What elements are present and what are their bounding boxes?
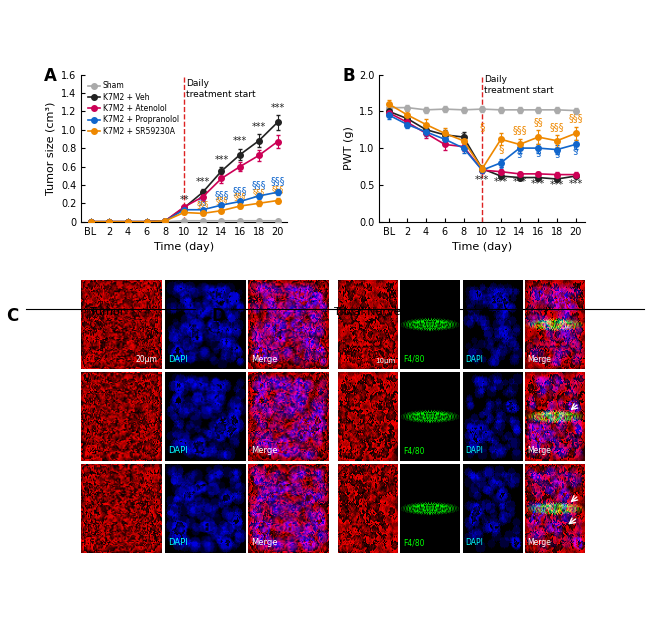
Text: ***: *** xyxy=(252,122,266,132)
Text: ***: *** xyxy=(531,179,545,189)
Text: §§§: §§§ xyxy=(196,201,209,209)
Text: β1: β1 xyxy=(341,355,352,363)
Text: §: § xyxy=(517,148,523,158)
Text: §§: §§ xyxy=(534,117,543,127)
Text: ***: *** xyxy=(196,177,210,187)
Text: Tumor: Tumor xyxy=(90,307,124,317)
Text: β3: β3 xyxy=(84,537,97,547)
Text: DAPI: DAPI xyxy=(168,446,188,455)
Text: ***: *** xyxy=(550,180,564,190)
Text: §§§: §§§ xyxy=(271,185,283,194)
Text: §§§: §§§ xyxy=(270,176,285,186)
Legend: Sham, K7M2 + Veh, K7M2 + Atenolol, K7M2 + Propranolol, K7M2 + SR59230A: Sham, K7M2 + Veh, K7M2 + Atenolol, K7M2 … xyxy=(85,78,182,138)
Text: §§§: §§§ xyxy=(512,125,527,135)
Text: β2: β2 xyxy=(341,446,352,455)
Text: F4/80: F4/80 xyxy=(403,538,424,547)
Text: B: B xyxy=(343,67,355,85)
Text: β2: β2 xyxy=(84,445,97,455)
Text: Tibial Nerve: Tibial Nerve xyxy=(334,307,400,317)
Text: ***: *** xyxy=(569,179,583,189)
Text: ***: *** xyxy=(233,136,247,147)
Text: F4/80: F4/80 xyxy=(403,446,424,455)
Text: Daily
treatment start: Daily treatment start xyxy=(484,75,554,94)
Text: §: § xyxy=(554,148,560,158)
Y-axis label: PWT (g): PWT (g) xyxy=(344,126,354,170)
Text: §§§: §§§ xyxy=(252,181,266,191)
Text: §§§: §§§ xyxy=(550,122,564,132)
Text: §: § xyxy=(498,159,504,169)
Text: F4/80: F4/80 xyxy=(403,355,424,363)
Text: §§§: §§§ xyxy=(568,113,583,123)
Text: 10μm: 10μm xyxy=(375,358,395,363)
X-axis label: Time (day): Time (day) xyxy=(154,242,214,252)
Text: §: § xyxy=(536,147,541,157)
Text: §§§: §§§ xyxy=(233,186,248,196)
Text: §§§: §§§ xyxy=(215,197,227,206)
Text: §§§: §§§ xyxy=(214,191,229,201)
X-axis label: Time (day): Time (day) xyxy=(452,242,512,252)
Text: Merge: Merge xyxy=(251,446,278,455)
Text: ***: *** xyxy=(512,177,527,187)
Text: A: A xyxy=(44,67,57,85)
Text: ***: *** xyxy=(475,175,489,185)
Text: Merge: Merge xyxy=(527,355,551,363)
Text: ***: *** xyxy=(494,177,508,187)
Text: ***: *** xyxy=(214,155,229,165)
Text: §§§: §§§ xyxy=(253,188,265,197)
Text: Merge: Merge xyxy=(251,538,278,547)
Text: §: § xyxy=(573,145,578,155)
Text: §§§: §§§ xyxy=(234,192,246,201)
Y-axis label: Tumor size (cm³): Tumor size (cm³) xyxy=(46,101,55,195)
Text: DAPI: DAPI xyxy=(168,355,188,363)
Text: 20μm: 20μm xyxy=(136,355,157,363)
Text: Merge: Merge xyxy=(527,446,551,455)
Text: §: § xyxy=(498,144,504,154)
Text: ***: *** xyxy=(270,103,285,113)
Text: Merge: Merge xyxy=(527,538,551,547)
Text: D: D xyxy=(211,307,225,325)
Text: DAPI: DAPI xyxy=(465,355,483,363)
Text: §: § xyxy=(480,122,485,132)
Text: β1: β1 xyxy=(84,353,97,363)
Text: **: ** xyxy=(179,195,188,205)
Text: DAPI: DAPI xyxy=(465,538,483,547)
Text: Merge: Merge xyxy=(251,355,278,363)
Text: β3: β3 xyxy=(341,538,352,547)
Text: *: * xyxy=(461,132,466,142)
Text: Daily
treatment start: Daily treatment start xyxy=(186,79,255,99)
Text: DAPI: DAPI xyxy=(168,538,188,547)
Text: C: C xyxy=(6,307,19,325)
Text: §§: §§ xyxy=(198,196,207,206)
Text: DAPI: DAPI xyxy=(465,446,483,455)
